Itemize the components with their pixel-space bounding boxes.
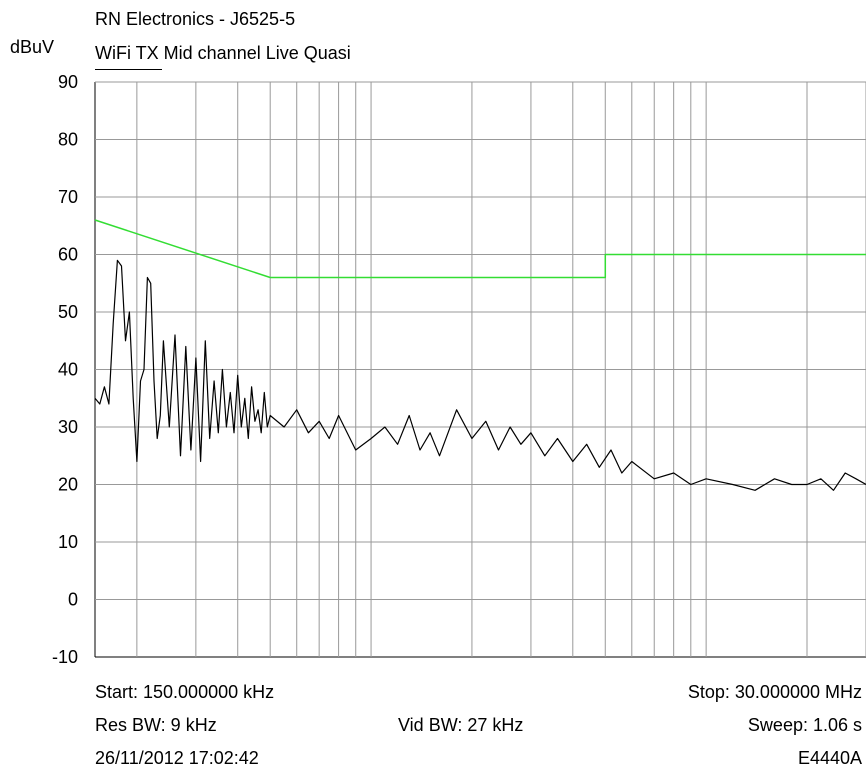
y-tick-label: 0 [68, 590, 78, 610]
series-group [94, 219, 866, 491]
grid-lines [95, 81, 866, 657]
y-tick-label: 30 [58, 417, 78, 437]
subtitle-underline [95, 69, 162, 70]
y-tick-labels: 90 80 70 60 50 40 30 20 10 0 -10 [52, 72, 78, 667]
y-tick-label: 90 [58, 72, 78, 92]
y-tick-label: 40 [58, 360, 78, 380]
y-tick-label: 50 [58, 302, 78, 322]
sweep-time: Sweep: 1.06 s [747, 715, 862, 735]
video-bandwidth: Vid BW: 27 kHz [398, 715, 524, 735]
stop-frequency: Stop: 30.000000 MHz [687, 682, 862, 702]
y-tick-label: 60 [58, 245, 78, 265]
measurement-trace [94, 259, 866, 491]
resolution-bandwidth: Res BW: 9 kHz [95, 715, 217, 735]
y-tick-label: 80 [58, 130, 78, 150]
start-frequency: Start: 150.000000 kHz [95, 682, 275, 702]
chart-subtitle: WiFi TX Mid channel Live Quasi [95, 43, 351, 63]
limit-line [94, 219, 866, 279]
y-axis-label: dBuV [10, 37, 55, 57]
chart-title: RN Electronics - J6525-5 [95, 9, 296, 29]
y-tick-label: -10 [52, 647, 78, 667]
y-tick-label: 70 [58, 187, 78, 207]
y-tick-label: 20 [58, 475, 78, 495]
timestamp: 26/11/2012 17:02:42 [95, 748, 259, 768]
y-tick-label: 10 [58, 532, 78, 552]
instrument-model: E4440A [797, 748, 862, 768]
